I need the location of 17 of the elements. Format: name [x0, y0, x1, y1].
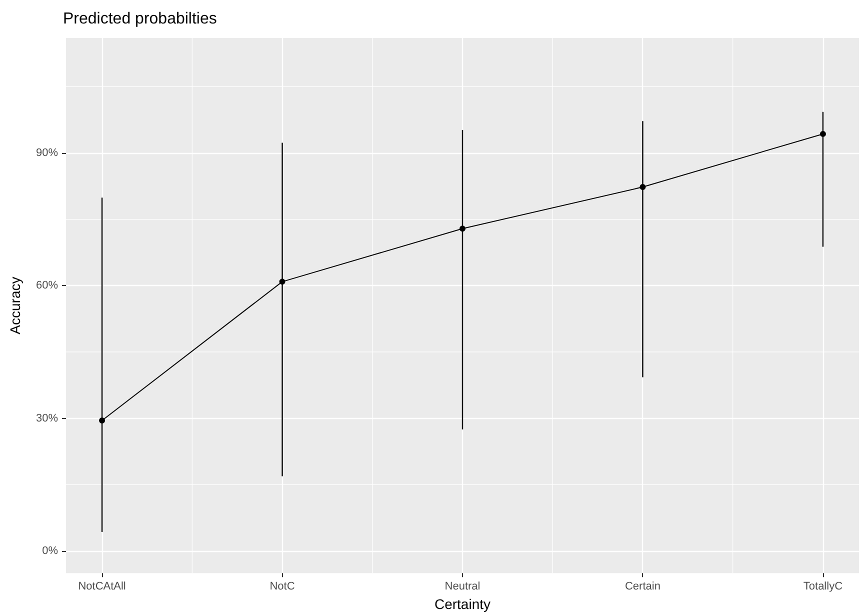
point [279, 278, 286, 285]
x-tick-label: TotallyC [803, 580, 843, 593]
point [460, 226, 466, 232]
y-tick-label: 0% [42, 544, 58, 557]
y-tick-label: 90% [36, 146, 58, 159]
y-tick-label: 30% [36, 412, 58, 424]
x-tick-label: NotC [270, 580, 295, 593]
chart-title: Predicted probabilties [63, 10, 217, 28]
x-tick-label: Neutral [444, 580, 480, 593]
point [820, 130, 826, 137]
point [99, 418, 106, 424]
y-axis-title: Accuracy [7, 276, 23, 334]
x-axis-title: Certainty [434, 596, 491, 612]
point [640, 184, 646, 190]
y-tick-label: 60% [36, 280, 58, 292]
x-tick-label: Certain [624, 580, 660, 593]
x-tick-label: NotCAtAll [78, 580, 126, 593]
